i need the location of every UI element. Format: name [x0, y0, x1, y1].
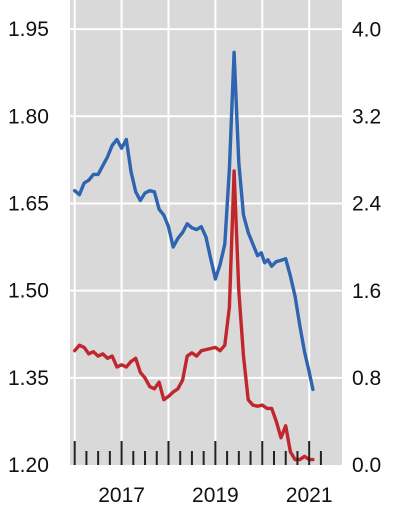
- y-right-tick-label: 0.8: [352, 367, 381, 390]
- y-left-tick-label: 1.20: [8, 454, 49, 477]
- y-right-tick-label: 0.0: [352, 454, 381, 477]
- series-line-left-axis: [72, 50, 315, 392]
- x-tick-label: 2017: [98, 484, 145, 507]
- series-line-right-axis: [72, 169, 315, 462]
- axis-tick-labels: 1.20 1.35 1.50 1.65 1.80 1.95 0.0 0.8 1.6 2.4 3.2 4…: [8, 18, 382, 507]
- grid-lines: [70, 0, 342, 465]
- y-left-tick-label: 1.35: [8, 367, 49, 390]
- y-right-tick-label: 1.6: [352, 280, 381, 303]
- x-minor-ticks: [73, 441, 322, 465]
- plot-background: [70, 0, 342, 465]
- y-left-tick-label: 1.65: [8, 192, 49, 215]
- series-lines: [72, 50, 315, 462]
- y-left-tick-label: 1.95: [8, 18, 49, 41]
- x-tick-label: 2021: [286, 484, 333, 507]
- y-right-tick-label: 4.0: [352, 18, 381, 41]
- y-left-tick-label: 1.50: [8, 280, 49, 303]
- y-right-tick-label: 2.4: [352, 193, 382, 216]
- x-tick-label: 2019: [192, 484, 239, 507]
- y-right-tick-label: 3.2: [352, 106, 381, 129]
- y-left-tick-label: 1.80: [8, 105, 49, 128]
